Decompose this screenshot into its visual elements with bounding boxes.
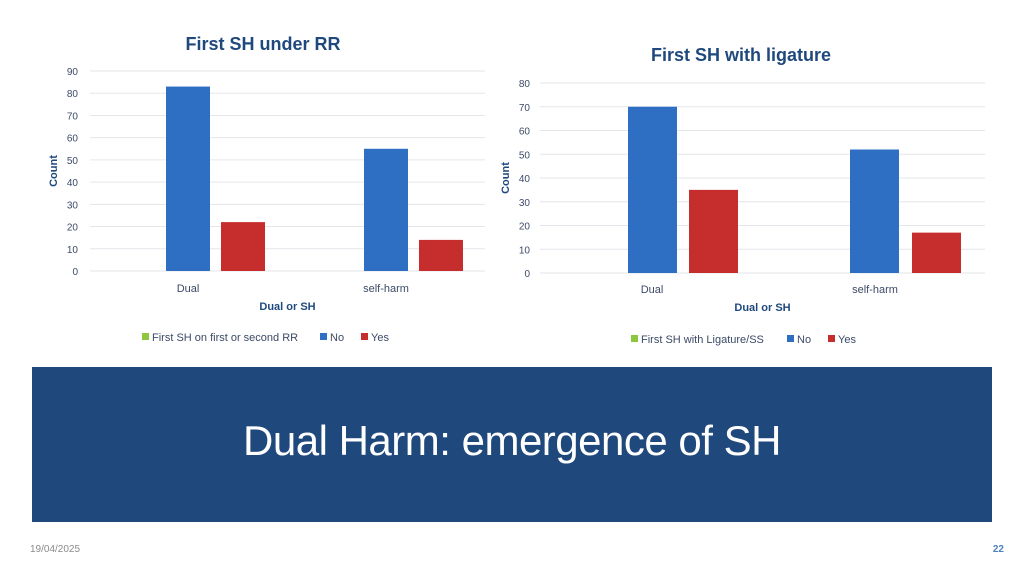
x-tick-label: self-harm: [363, 283, 409, 295]
legend-swatch: [320, 333, 327, 340]
bar-yes-dual: [221, 222, 265, 271]
y-tick-label: 20: [67, 223, 79, 234]
y-tick-label: 30: [67, 200, 79, 211]
y-tick-label: 80: [67, 89, 79, 100]
y-tick-label: 40: [519, 174, 531, 185]
legend-swatch: [787, 335, 794, 342]
y-tick-label: 30: [519, 198, 531, 209]
legend-swatch: [828, 335, 835, 342]
y-tick-label: 50: [519, 150, 531, 161]
legend-entry: No: [330, 332, 344, 344]
bar-no-self-harm: [850, 149, 899, 273]
y-tick-label: 0: [72, 267, 78, 278]
bar-no-dual: [166, 86, 210, 271]
x-tick-label: self-harm: [852, 284, 898, 296]
x-axis-label: Dual or SH: [259, 301, 315, 313]
y-tick-label: 70: [67, 111, 79, 122]
y-tick-label: 20: [519, 222, 531, 233]
chart-title: First SH under RR: [185, 34, 340, 54]
page-number: 22: [992, 544, 1004, 555]
y-tick-label: 80: [519, 79, 531, 90]
y-tick-label: 10: [67, 245, 79, 256]
chart-title: First SH with ligature: [651, 45, 831, 65]
y-tick-label: 60: [67, 134, 79, 145]
x-tick-label: Dual: [641, 284, 664, 296]
legend-entry: First SH on first or second RR: [152, 332, 298, 344]
bar-yes-self-harm: [912, 232, 961, 273]
y-tick-label: 40: [67, 178, 79, 189]
y-tick-label: 50: [67, 156, 79, 167]
footer-date: 19/04/2025: [30, 544, 81, 555]
legend-swatch: [631, 335, 638, 342]
charts-area: First SH under RR 0 10 20 30 40 50 60 70 80 90 Coun…: [48, 34, 985, 346]
y-axis-label: Count: [500, 162, 512, 194]
y-tick-label: 0: [524, 269, 530, 280]
slide-title: Dual Harm: emergence of SH: [243, 417, 781, 464]
legend-entry: First SH with Ligature/SS: [641, 334, 764, 346]
y-tick-label: 10: [519, 245, 531, 256]
y-axis-label: Count: [48, 155, 60, 187]
bar-yes-dual: [689, 189, 738, 273]
y-tick-label: 70: [519, 103, 531, 114]
y-tick-label: 60: [519, 127, 531, 138]
legend-entry: Yes: [838, 334, 856, 346]
legend-swatch: [361, 333, 368, 340]
legend-swatch: [142, 333, 149, 340]
y-tick-label: 90: [67, 67, 79, 78]
x-tick-label: Dual: [177, 283, 200, 295]
bar-no-self-harm: [364, 148, 408, 271]
bar-yes-self-harm: [419, 239, 463, 271]
title-banner: Dual Harm: emergence of SH: [32, 367, 992, 522]
legend-entry: No: [797, 334, 811, 346]
bar-no-dual: [628, 106, 677, 273]
legend-entry: Yes: [371, 332, 389, 344]
x-axis-label: Dual or SH: [734, 302, 790, 314]
